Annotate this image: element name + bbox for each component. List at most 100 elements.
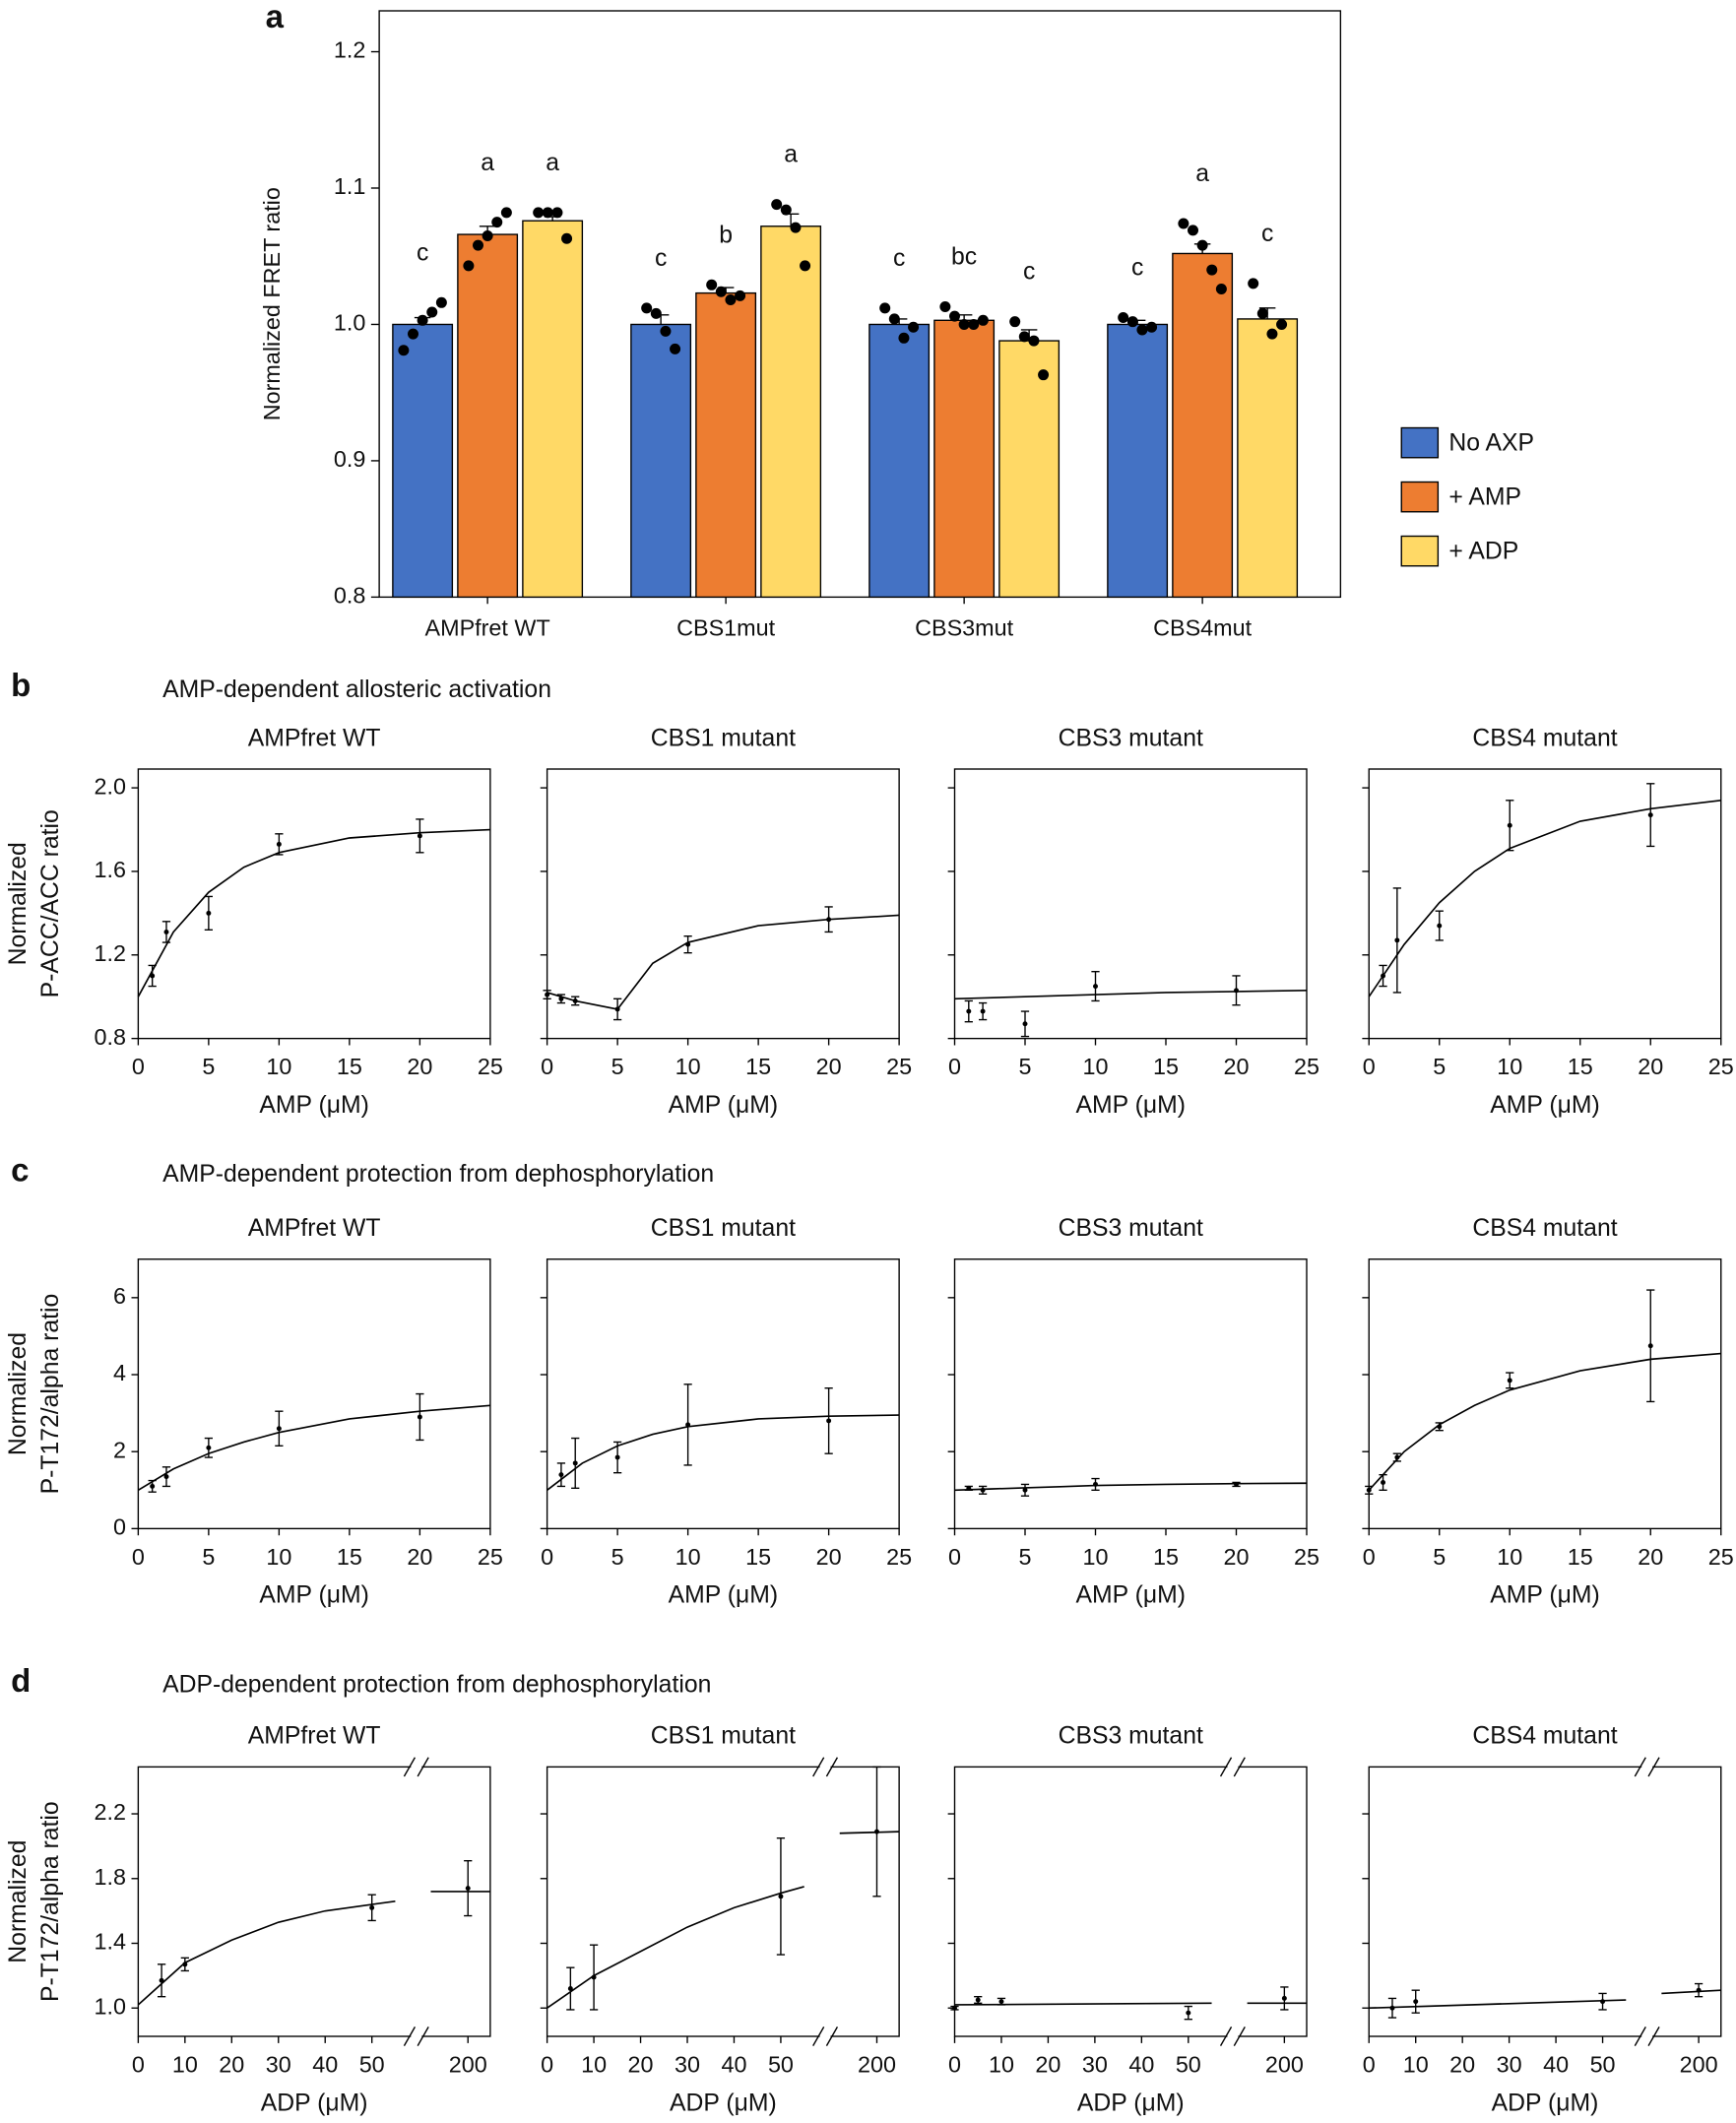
significance-letter: c (417, 239, 428, 266)
y-tick-label: 1.2 (95, 940, 126, 966)
plot-frame (546, 1766, 900, 2037)
y-tick-label: 0.9 (334, 446, 365, 472)
x-tick-label: 200 (858, 2051, 896, 2077)
x-tick-label: 0 (132, 1544, 145, 1570)
x-tick-label: 0 (541, 1544, 553, 1570)
significance-letter: c (893, 245, 905, 272)
bar (695, 291, 757, 599)
data-point (572, 997, 578, 1003)
panel-title: AMP-dependent allosteric activation (162, 676, 551, 703)
x-tick-label: 25 (1708, 1054, 1734, 1079)
data-point (1647, 812, 1653, 818)
x-tick-label: 10 (266, 1054, 291, 1079)
axis-break-mark (812, 1757, 839, 1777)
panel-title: ADP-dependent protection from dephosphor… (162, 1671, 711, 1698)
axis-break-mark (812, 2026, 839, 2046)
panel-label: a (266, 0, 285, 34)
data-point (491, 217, 503, 228)
y-tick-label: 1.6 (95, 857, 126, 882)
data-point (1126, 316, 1138, 328)
axis-break-gap (411, 2033, 422, 2039)
data-point (159, 1977, 164, 1983)
significance-letter: c (1261, 221, 1273, 247)
x-tick-label: 15 (1153, 1544, 1179, 1570)
y-axis-label: Normalized FRET ratio (259, 187, 285, 420)
data-point (790, 222, 802, 233)
x-tick-label: 25 (1294, 1544, 1319, 1570)
data-point (1215, 283, 1227, 294)
data-point (182, 1962, 188, 1967)
x-tick-label: 15 (1568, 1544, 1593, 1570)
data-point (771, 199, 783, 211)
axis-break-gap (1641, 2033, 1653, 2039)
x-tick-label: 15 (337, 1544, 362, 1570)
legend-label: + AMP (1448, 484, 1521, 511)
data-point (561, 232, 573, 244)
x-tick-label: 25 (1294, 1054, 1319, 1079)
x-tick-label: 10 (675, 1054, 701, 1079)
y-axis-label: Normalized (5, 842, 32, 965)
x-tick-label: 50 (1176, 2051, 1201, 2077)
x-tick-label: 50 (1590, 2051, 1616, 2077)
data-point (725, 294, 737, 306)
fit-curve (954, 2002, 1307, 2006)
x-tick-label: 10 (266, 1544, 291, 1570)
data-point (1188, 225, 1198, 236)
plot-frame (137, 768, 491, 1040)
x-tick-label: 40 (1543, 2051, 1569, 2077)
plot-frame (137, 1258, 491, 1530)
data-point (949, 310, 960, 322)
data-point (1381, 973, 1386, 979)
axis-break-gap (1227, 1764, 1239, 1770)
data-point (1206, 264, 1218, 276)
data-point (417, 833, 422, 839)
x-axis-label: ADP (μM) (1492, 2090, 1599, 2116)
data-point (1022, 1021, 1028, 1027)
data-point (1696, 1987, 1702, 1993)
subplot-title: AMPfret WT (248, 1723, 381, 1750)
significance-letter: a (481, 150, 494, 176)
data-point (163, 929, 169, 934)
subplot-title: CBS4 mutant (1472, 1215, 1617, 1242)
x-tick-label: 20 (816, 1054, 842, 1079)
bar (1237, 318, 1299, 599)
data-point (685, 941, 691, 947)
data-point (975, 1997, 981, 2003)
fit-curve (1368, 799, 1721, 997)
y-tick-label: 2.0 (95, 773, 126, 799)
x-tick-label: CBS1mut (676, 615, 775, 641)
fit-curve (137, 1404, 490, 1491)
data-point (276, 841, 282, 847)
plot-frame (1368, 768, 1722, 1040)
data-point (1507, 822, 1512, 828)
data-point (998, 1999, 1004, 2005)
axis-break-gap (411, 1764, 422, 1770)
data-point (958, 318, 970, 330)
x-tick-label: 0 (1363, 1544, 1376, 1570)
data-point (591, 1974, 597, 1980)
significance-letter: a (546, 150, 559, 176)
fit-curve (547, 914, 900, 1010)
x-tick-label: 5 (202, 1544, 215, 1570)
x-axis-label: AMP (μM) (259, 1092, 368, 1119)
panel-label: d (11, 1662, 31, 1699)
fit-curve (954, 1482, 1308, 1492)
plot-frame (137, 1766, 491, 2037)
data-point (1093, 984, 1098, 990)
x-tick-label: 0 (132, 1054, 145, 1079)
fit-curve (137, 1891, 490, 2006)
x-tick-label: CBS3mut (915, 615, 1013, 641)
y-axis-label: P-T172/alpha ratio (37, 1801, 64, 2002)
legend-swatch (1400, 481, 1440, 513)
subplot-title: CBS4 mutant (1472, 725, 1617, 751)
x-tick-label: AMPfret WT (425, 615, 550, 641)
x-axis-label: AMP (μM) (1076, 1092, 1186, 1119)
bar (457, 233, 519, 599)
subplot-title: AMPfret WT (248, 1215, 381, 1242)
bar (392, 323, 454, 599)
x-tick-label: 20 (407, 1054, 432, 1079)
y-tick-label: 0 (113, 1514, 126, 1540)
data-point (1266, 328, 1278, 340)
data-point (551, 207, 563, 219)
